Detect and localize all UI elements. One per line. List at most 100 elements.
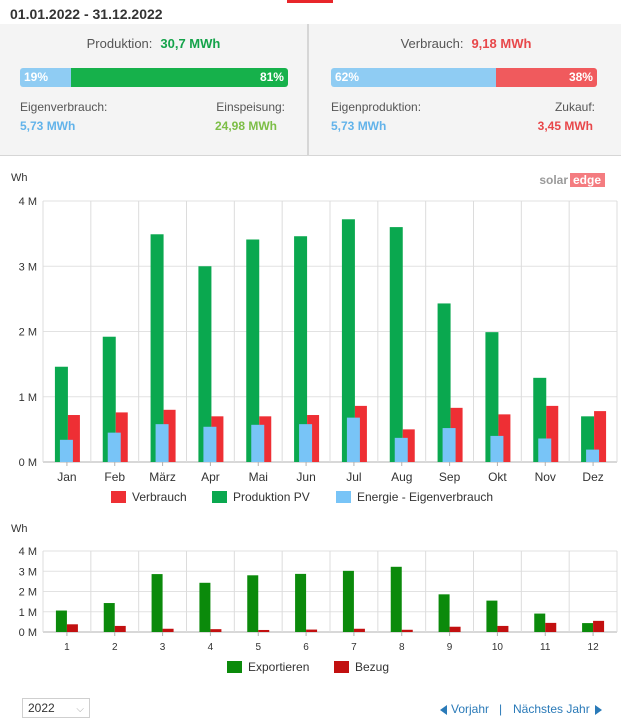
x-tick-label: März [149, 470, 176, 484]
x-tick-label: 11 [540, 642, 551, 653]
bar-energie-eigenverbrauch [394, 437, 408, 462]
legend-entry-label: Verbrauch [132, 490, 187, 504]
bar-energie-eigenverbrauch [59, 439, 73, 462]
bar-exportieren [390, 566, 402, 632]
y-tick-label: 2 M [19, 587, 37, 599]
bar-produktion-pv [150, 234, 164, 462]
bar-bezug [210, 629, 222, 632]
production-feed-in-segment: 81% [70, 68, 288, 87]
x-tick-label: Okt [488, 470, 507, 484]
production-value: 30,7 MWh [160, 36, 221, 51]
y-tick-label: 1 M [19, 607, 37, 619]
bar-bezug [258, 629, 270, 632]
feed-in-value: 24,98 MWh [214, 119, 277, 133]
feed-in-label: Einspeisung: [216, 100, 285, 114]
bar-verbrauch [594, 411, 607, 462]
self-consumption-value: 5,73 MWh [20, 119, 76, 133]
production-label: Produktion: [86, 36, 153, 51]
x-tick-label: 3 [160, 642, 166, 653]
legend-swatch [111, 491, 126, 503]
bar-bezug [497, 625, 509, 632]
x-tick-label: 2 [112, 642, 118, 653]
y-tick-label: 1 M [19, 392, 37, 404]
x-tick-label: 6 [303, 642, 309, 653]
self-consumption-label: Eigenverbrauch: [20, 100, 108, 114]
y-axis-unit-label: Wh [11, 523, 28, 535]
bar-bezug [162, 628, 174, 632]
bar-bezug [449, 626, 461, 632]
legend-swatch [227, 661, 242, 673]
bar-energie-eigenverbrauch [203, 426, 217, 462]
x-tick-label: 9 [447, 642, 453, 653]
consumption-purchase-segment: 38% [495, 68, 597, 87]
bar-produktion-pv [246, 239, 260, 462]
legend-entry-label: Exportieren [248, 660, 309, 674]
consumption-ratio-bar: 62% 38% [331, 68, 597, 87]
bar-bezug [593, 620, 605, 632]
top-accent-line [0, 0, 621, 3]
production-ratio-bar: 19% 81% [20, 68, 288, 87]
previous-year-link[interactable]: Vorjahr [451, 702, 490, 716]
bar-bezug [66, 624, 78, 632]
y-tick-label: 0 M [19, 627, 37, 639]
bar-bezug [545, 622, 557, 632]
x-tick-label: Sep [439, 470, 461, 484]
consumption-self-production-segment: 62% [331, 68, 496, 87]
x-tick-label: Mai [249, 470, 268, 484]
monthly-energy-chart: Wh 0 M 1 M 2 M 3 M 4 M Jan Feb März Apr Mai Jun Jul A… [11, 172, 618, 504]
bar-bezug [353, 628, 365, 632]
bar-energie-eigenverbrauch [346, 417, 360, 462]
y-tick-label: 0 M [19, 457, 37, 469]
bar-exportieren [295, 573, 307, 632]
date-range-text: 01.01.2022 - 31.12.2022 [10, 6, 163, 22]
purchase-label: Zukauf: [554, 100, 595, 114]
x-tick-label: Jul [346, 470, 361, 484]
bar-produktion-pv [485, 332, 499, 462]
bar-energie-eigenverbrauch [490, 435, 504, 462]
bar-exportieren [199, 582, 211, 632]
bar-produktion-pv [389, 227, 403, 462]
x-tick-label: 5 [255, 642, 261, 653]
x-tick-label: Jun [296, 470, 315, 484]
y-tick-label: 2 M [19, 327, 37, 339]
production-panel: Produktion: 30,7 MWh 19% 81% Eigenverbrau… [0, 24, 309, 156]
x-tick-label: 10 [492, 642, 504, 653]
x-tick-label: 7 [351, 642, 357, 653]
bar-energie-eigenverbrauch [442, 428, 456, 462]
y-tick-label: 4 M [19, 196, 37, 208]
bar-exportieren [247, 575, 259, 632]
bar-energie-eigenverbrauch [107, 432, 121, 462]
x-tick-label: 1 [64, 642, 70, 653]
solaredge-logo-badge-text: edge [573, 173, 601, 187]
solaredge-logo-text: solar [539, 173, 568, 187]
next-year-link[interactable]: Nächstes Jahr [513, 702, 590, 716]
bar-bezug [114, 625, 126, 632]
bar-exportieren [342, 570, 354, 632]
energy-summary: Produktion: 30,7 MWh 19% 81% Eigenverbrau… [0, 24, 621, 156]
bar-energie-eigenverbrauch [251, 424, 265, 462]
triangle-right-icon [595, 705, 602, 715]
bar-produktion-pv [198, 266, 212, 462]
bar-bezug [306, 629, 318, 632]
x-tick-label: 4 [208, 642, 214, 653]
monthly-export-import-chart: Wh0 M1 M2 M3 M4 M1 2 3 4 5 6 7 8 9 10 11 12Exportie… [11, 523, 618, 674]
legend-entry-label: Energie - Eigenverbrauch [357, 490, 493, 504]
x-tick-label: Nov [535, 470, 556, 484]
legend-swatch [334, 661, 349, 673]
bar-produktion-pv [54, 366, 68, 462]
consumption-panel: Verbrauch: 9,18 MWh 62% 38% Eigenprodukti… [311, 24, 621, 156]
legend-entry-label: Bezug [355, 660, 389, 674]
bar-exportieren [534, 613, 546, 632]
triangle-left-icon [440, 705, 447, 715]
bar-energie-eigenverbrauch [586, 449, 600, 462]
legend-entry-label: Produktion PV [233, 490, 310, 504]
nav-separator: | [499, 702, 503, 716]
year-select[interactable]: 2022 ⌵ [22, 698, 90, 718]
bar-exportieren [486, 600, 498, 632]
x-tick-label: Apr [201, 470, 220, 484]
date-range-header: 01.01.2022 - 31.12.2022 [0, 4, 621, 26]
solaredge-logo-badge [570, 173, 605, 187]
legend-swatch [212, 491, 227, 503]
bar-energie-eigenverbrauch [299, 424, 313, 462]
x-tick-label: 8 [399, 642, 405, 653]
